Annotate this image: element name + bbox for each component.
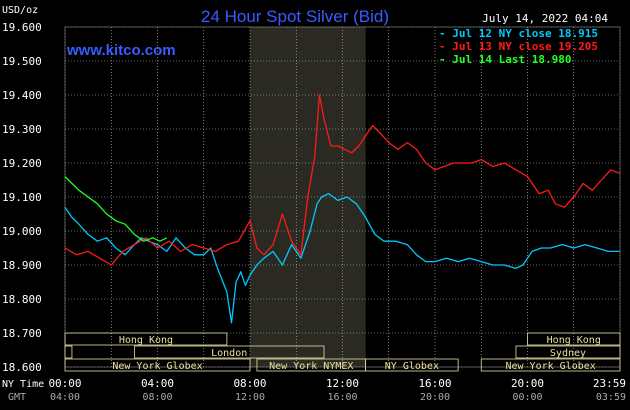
session-bar: [133, 345, 325, 359]
y-tick-label: 19.400: [2, 89, 42, 102]
session-bar: [480, 358, 621, 372]
gmt-label: GMT: [8, 392, 26, 403]
x-axis: 00:00 04:00 08:00 12:00 16:00 20:00 23:59 04:00…: [48, 377, 626, 403]
session-label: New York NYMEX: [269, 361, 353, 372]
legend-item-jul12: - Jul 12 NY close 18.915: [439, 27, 598, 40]
legend-item-jul14: - Jul 14 Last 18.980: [439, 53, 571, 66]
ny-time-label: NY Time: [2, 379, 44, 390]
x-tick-label-gmt: 16:00: [327, 392, 357, 403]
session-label: Hong Kong: [119, 335, 173, 346]
session-label: Hong Kong: [547, 335, 601, 346]
legend: - Jul 12 NY close 18.915 - Jul 13 NY clo…: [439, 27, 598, 66]
x-tick-label-ny: 20:00: [511, 377, 544, 390]
timestamp: July 14, 2022 04:04: [482, 12, 608, 25]
x-tick-label-ny: 00:00: [48, 377, 81, 390]
y-tick-label: 19.200: [2, 157, 42, 170]
series-line-3: [64, 176, 168, 242]
series-line-2: [64, 94, 620, 266]
session-label: New York Globex: [505, 361, 595, 372]
x-tick-label-gmt: 04:00: [50, 392, 80, 403]
y-tick-label: 18.900: [2, 259, 42, 272]
x-tick-label-gmt: 12:00: [235, 392, 265, 403]
x-tick-label-gmt: 08:00: [142, 392, 172, 403]
session-bars: Hong Kong Hong Kong London Sydney New York G…: [64, 332, 621, 372]
session-bar: [64, 332, 228, 346]
x-tick-label-ny: 04:00: [141, 377, 174, 390]
session-bar: [365, 358, 459, 372]
x-tick-label-ny: 23:59: [593, 377, 626, 390]
x-tick-label-ny: 16:00: [418, 377, 451, 390]
session-label: London: [211, 348, 247, 359]
x-tick-label-ny: 08:00: [233, 377, 266, 390]
session-bar: [64, 345, 73, 359]
x-tick-label-gmt: 00:00: [512, 392, 542, 403]
unit-label: USD/oz: [2, 5, 38, 16]
x-tick-label-gmt: 20:00: [420, 392, 450, 403]
x-tick-label-gmt: 03:59: [596, 392, 626, 403]
plot-frame: [64, 26, 621, 368]
session-bar: [527, 332, 621, 346]
y-tick-label: 19.000: [2, 225, 42, 238]
session-label: NY Globex: [385, 361, 439, 372]
session-label: Sydney: [550, 348, 586, 359]
session-bar: [64, 358, 251, 372]
y-tick-label: 18.800: [2, 293, 42, 306]
chart-title: 24 Hour Spot Silver (Bid): [201, 7, 389, 26]
y-tick-label: 19.500: [2, 55, 42, 68]
x-tick-label-ny: 12:00: [326, 377, 359, 390]
session-label: New York Globex: [112, 361, 202, 372]
y-tick-label: 18.600: [2, 361, 42, 374]
y-axis: 19.600 19.500 19.400 19.300 19.200 19.100 19.0…: [2, 21, 42, 374]
legend-item-jul13: - Jul 13 NY close 19.205: [439, 40, 598, 53]
y-tick-label: 19.600: [2, 21, 42, 34]
site-watermark: www.kitco.com: [66, 42, 176, 59]
session-bar: [515, 345, 621, 359]
y-tick-label: 19.100: [2, 191, 42, 204]
y-tick-label: 18.700: [2, 327, 42, 340]
y-tick-label: 19.300: [2, 123, 42, 136]
